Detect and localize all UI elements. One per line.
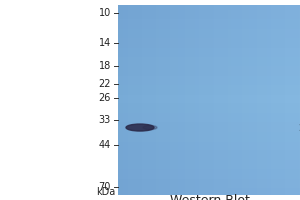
- Text: 10: 10: [99, 8, 111, 18]
- Text: 22: 22: [98, 79, 111, 89]
- Text: 44: 44: [99, 140, 111, 150]
- Ellipse shape: [126, 124, 154, 131]
- Text: kDa: kDa: [96, 187, 115, 197]
- Text: 26: 26: [99, 93, 111, 103]
- Text: 33: 33: [99, 115, 111, 125]
- Text: Western Blot: Western Blot: [170, 194, 250, 200]
- Text: 14: 14: [99, 38, 111, 48]
- Text: 18: 18: [99, 61, 111, 71]
- Text: 70: 70: [99, 182, 111, 192]
- Ellipse shape: [143, 125, 157, 130]
